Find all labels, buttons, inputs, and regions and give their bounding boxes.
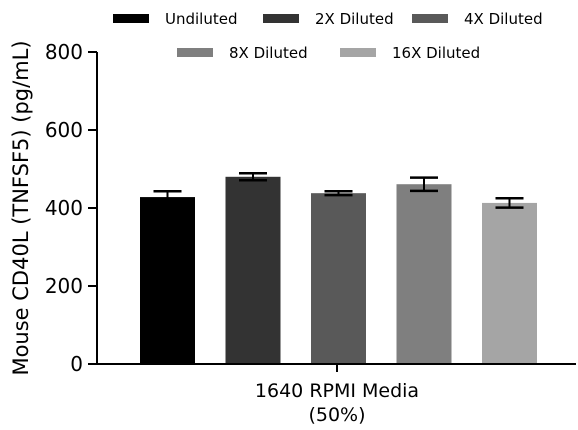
legend-label: 4X Diluted [464, 10, 543, 28]
legend-label: 8X Diluted [229, 44, 308, 62]
bar-8x-diluted [396, 184, 452, 364]
x-category-label-line2: (50%) [308, 404, 365, 426]
legend-swatch [340, 48, 376, 57]
legend-label: 2X Diluted [315, 10, 394, 28]
error-bars-group [153, 172, 524, 209]
legend-item: 4X Diluted [412, 10, 543, 28]
y-tick-label: 400 [45, 196, 83, 220]
x-category-label-line1: 1640 RPMI Media [255, 380, 419, 402]
legend-label: 16X Diluted [392, 44, 480, 62]
y-ticks-group: 0 200 400 600 800 [45, 40, 97, 376]
legend-item: 8X Diluted [177, 44, 308, 62]
bar-2x-diluted [225, 176, 281, 364]
bar-undiluted [140, 197, 195, 364]
bars-group [140, 176, 537, 364]
error-bar [153, 189, 182, 205]
plot-area: 0 200 400 600 800 [45, 40, 576, 376]
error-bar [239, 172, 267, 182]
legend-item: Undiluted [113, 10, 237, 28]
legend: Undiluted 2X Diluted 4X Diluted 8X Diluted 1… [113, 10, 543, 62]
legend-swatch [412, 14, 448, 23]
y-tick-label: 0 [70, 352, 83, 376]
legend-label: Undiluted [165, 10, 237, 28]
y-axis-title: Mouse CD40L (TNFSF5) (pg/mL) [9, 40, 33, 375]
error-bar [324, 189, 353, 197]
bar-16x-diluted [482, 202, 537, 364]
y-tick-label: 600 [45, 118, 83, 142]
error-bar [410, 176, 438, 193]
legend-swatch [113, 14, 149, 23]
bar-4x-diluted [311, 193, 366, 364]
legend-swatch [177, 48, 213, 57]
legend-swatch [263, 14, 299, 23]
legend-item: 2X Diluted [263, 10, 394, 28]
legend-item: 16X Diluted [340, 44, 480, 62]
y-tick-label: 200 [45, 274, 83, 298]
y-tick-label: 800 [45, 40, 83, 64]
error-bar [495, 197, 524, 209]
